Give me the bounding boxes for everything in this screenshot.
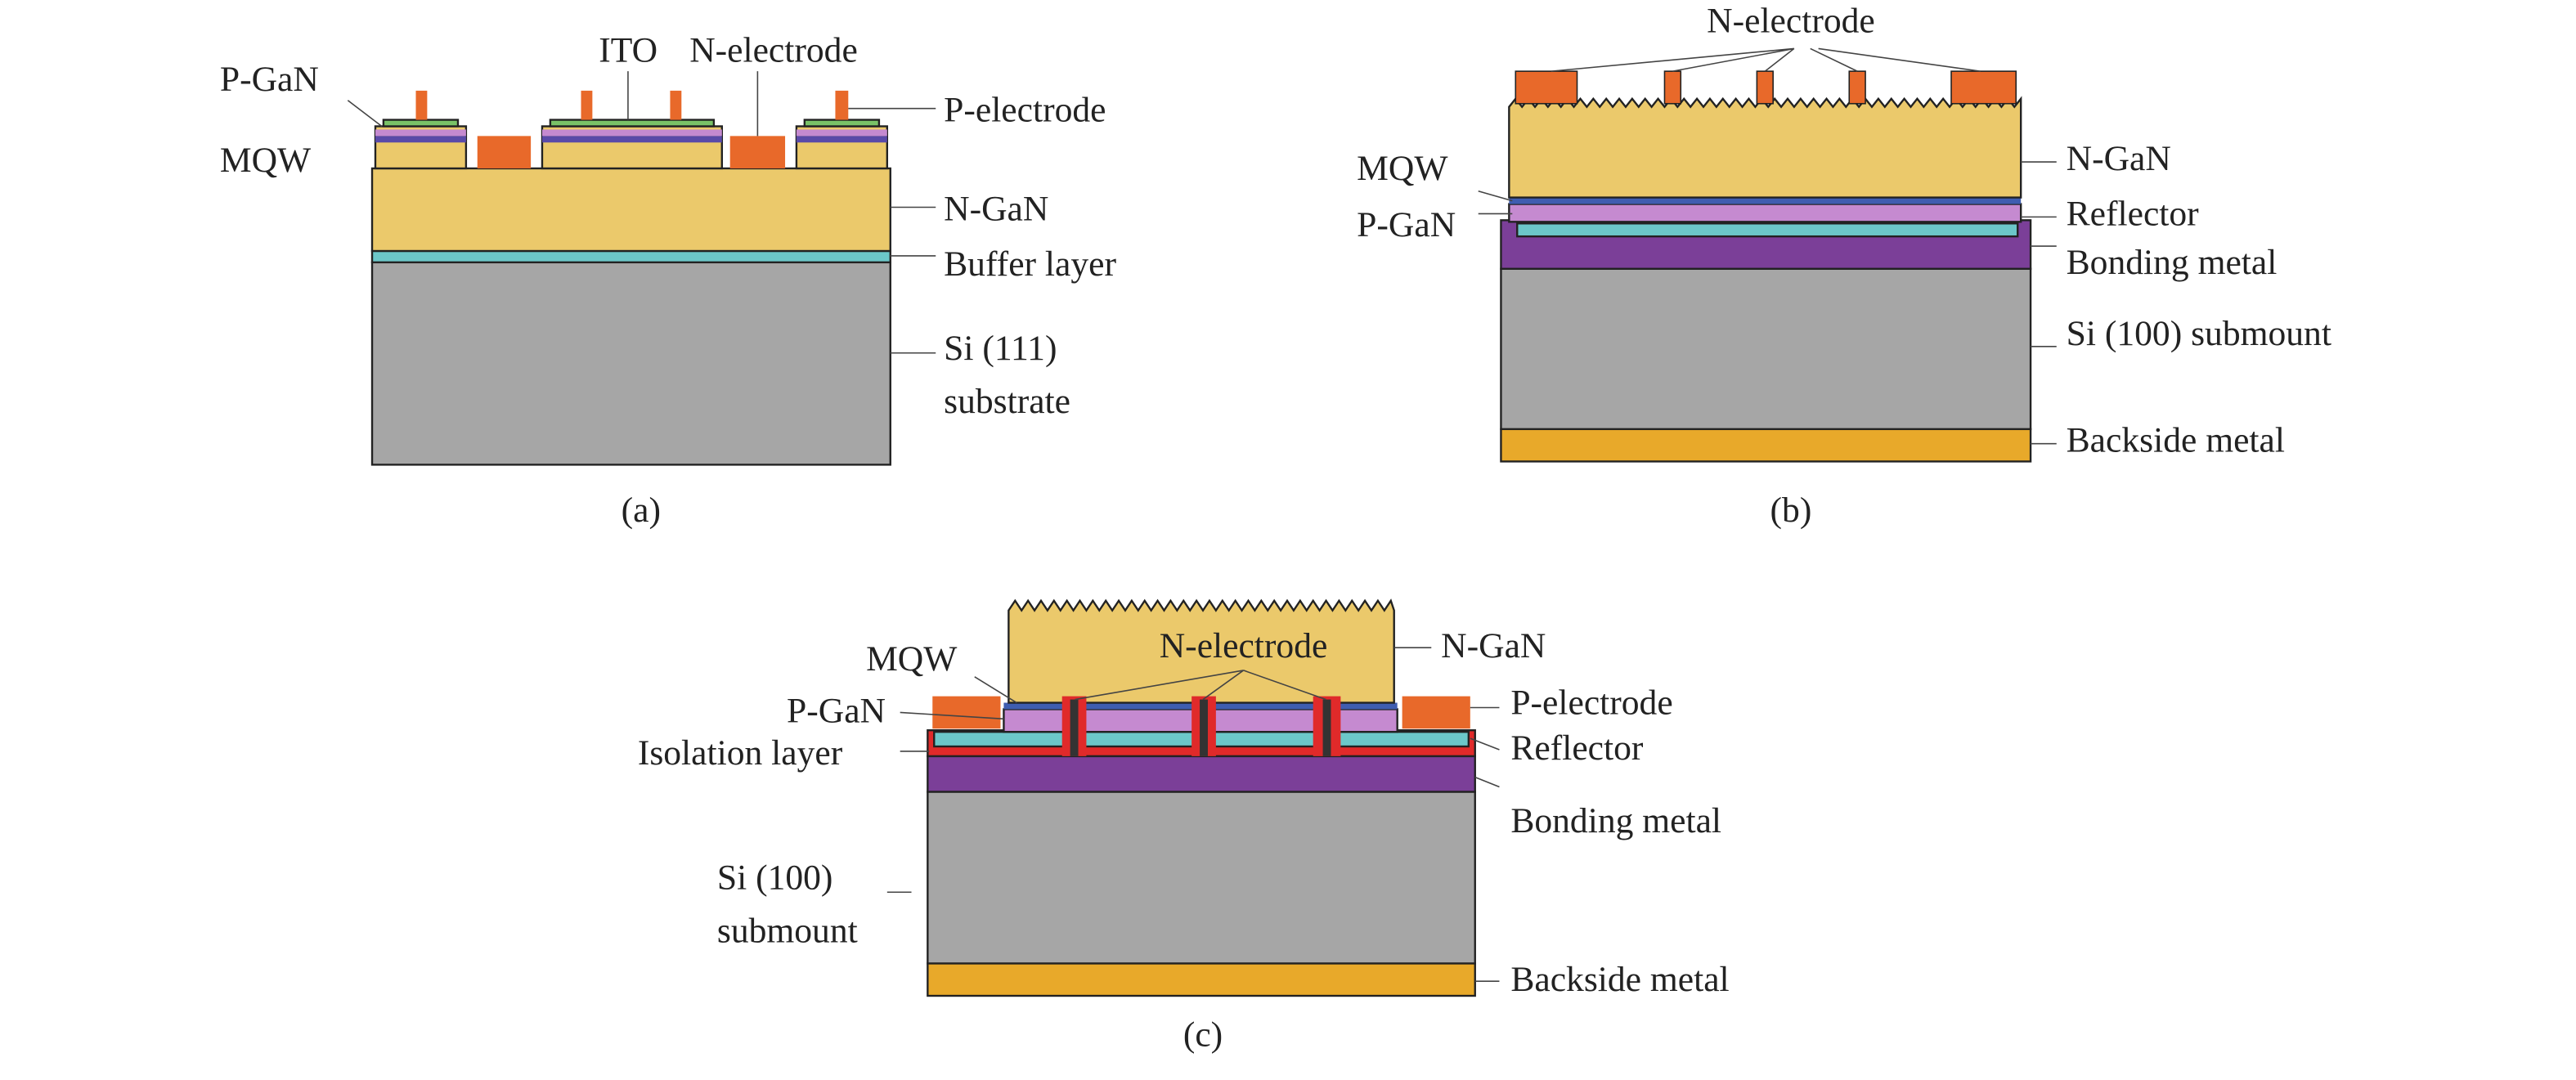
shape [1322,699,1331,756]
label: P-GaN [787,691,886,730]
substrate [370,261,891,466]
shape [1663,70,1682,105]
shape [927,791,1476,965]
shape [1848,70,1866,105]
shape [1500,428,2032,463]
shape [375,136,466,143]
label: N-GaN [944,189,1048,228]
label: Buffer layer [944,244,1116,284]
shape [1500,267,2032,431]
label: substrate [944,382,1070,421]
label: P-electrode [1510,683,1672,723]
label: N-GaN [2067,139,2171,178]
label: Backside metal [2067,421,2285,460]
label: N-electrode [1160,626,1328,665]
shape [1515,70,2017,105]
panel-b: N-electrode MQW P-GaN N-GaN Reflector Bo… [1357,2,2331,530]
electrodes [415,90,849,168]
shape [1516,222,2019,238]
label: Isolation layer [638,733,843,773]
shape [415,90,428,120]
shape [1756,70,1774,105]
shape [477,136,532,168]
caption: (c) [1183,1015,1223,1055]
shape [1508,203,2022,223]
caption: (b) [1770,491,1812,530]
n-gan [370,167,891,253]
mesa [374,119,889,170]
label: Si (100) submount [2067,314,2331,353]
shape [1515,70,1578,105]
shape [932,696,1470,729]
label: P-electrode [944,91,1106,130]
shape [1070,699,1079,756]
shape [927,962,1476,997]
shape [927,755,1476,793]
label: MQW [220,141,312,180]
label: Reflector [2067,194,2200,233]
label: N-electrode [689,30,858,69]
shape [1070,699,1331,756]
n-gan [1008,598,1395,704]
label: ITO [599,30,657,69]
shape [541,136,722,143]
leader-line [347,71,936,354]
label: P-GaN [220,60,319,99]
shape [1200,699,1208,756]
shape [375,129,466,137]
label: N-GaN [1441,626,1546,665]
caption: (a) [622,491,661,530]
shape [932,696,1001,729]
label: Bonding metal [1510,801,1721,840]
shape [382,119,460,128]
label: MQW [1357,149,1448,188]
label: MQW [866,639,958,679]
label: Si (100) [717,858,833,897]
label: submount [717,912,858,951]
shape [796,129,887,137]
n-gan [1508,96,2022,199]
label: Backside metal [1510,960,1729,999]
label: N-electrode [1707,2,1875,41]
panel-a: P-GaN MQW ITO N-electrode P-electrode N-… [220,30,1117,529]
shape [581,90,593,120]
shape [670,90,682,120]
label: Reflector [1510,728,1644,768]
leader-line [886,647,1500,982]
panel-c: MQW P-GaN Isolation layer N-electrode N-… [638,598,1730,1055]
shape [796,136,887,143]
shape [1509,197,2022,204]
shape [1950,70,2017,105]
shape [541,129,722,137]
leader-line [1478,47,2057,445]
label: P-GaN [1357,205,1456,244]
label: Bonding metal [2067,243,2278,282]
shape [1402,696,1470,729]
shape [549,119,716,128]
shape [729,136,786,168]
buffer [370,249,891,264]
label: Si (111) [944,329,1057,368]
shape [835,90,849,120]
shape [803,119,881,128]
